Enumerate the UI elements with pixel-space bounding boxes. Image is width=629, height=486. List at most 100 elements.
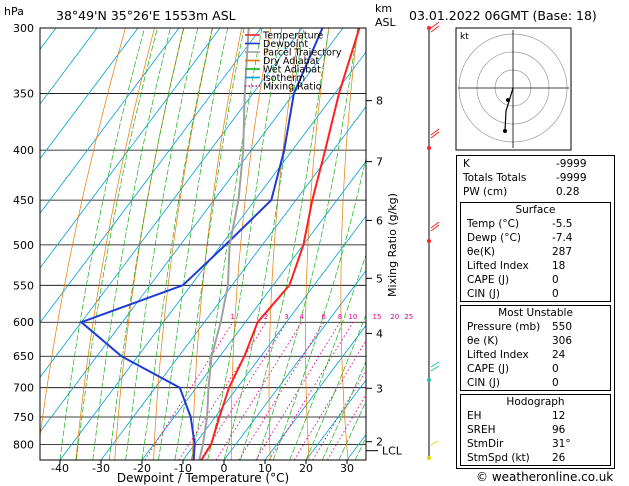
surface-value: 18 [552, 260, 566, 272]
mixing-ratio-label-6: 6 [321, 313, 326, 321]
km-tick-label-8: 8 [376, 95, 383, 108]
surface-label: Lifted Index [467, 260, 529, 272]
surface-value: 0 [552, 288, 559, 300]
wet-adiabat [272, 156, 366, 460]
index-label: K [463, 158, 470, 170]
hodograph-endpoint [503, 129, 507, 133]
surface-row: CAPE (J) 0 [461, 273, 610, 287]
most-unstable-row: Pressure (mb) 550 [461, 320, 610, 334]
hodograph-frame [455, 27, 572, 151]
x-tick-label-10: 10 [258, 462, 272, 475]
wet-adiabat [158, 28, 229, 460]
dry-adiabat [75, 28, 155, 460]
km-tick-label-6: 6 [376, 214, 383, 227]
wind-marker-500 [427, 239, 431, 243]
dry-adiabat [305, 28, 330, 460]
index-label: PW (cm) [463, 186, 508, 198]
isotherm--70 [40, 28, 262, 324]
most-unstable-label: θe (K) [467, 335, 499, 347]
km-tick-label-3: 3 [376, 382, 383, 395]
mixing-ratio-label-10: 10 [348, 313, 357, 321]
wet-adiabat [240, 28, 330, 460]
pressure-tick-700: 700 [13, 382, 34, 395]
dry-adiabat [268, 28, 301, 460]
pressure-tick-800: 800 [13, 438, 34, 451]
isotherm-0 [223, 269, 366, 460]
x-tick-label--20: -20 [133, 462, 151, 475]
hodograph-label: SREH [467, 424, 496, 436]
legend-label-dry-adiabat: Dry Adiabat [263, 56, 320, 67]
copyright-footer: © weatheronline.co.uk [476, 470, 614, 484]
most-unstable-label: Lifted Index [467, 349, 529, 361]
isotherm--110 [40, 28, 98, 105]
mixing-ratio-labels: 1 2 3 4 6 8 10 15 20 25 [231, 313, 414, 321]
hodograph-label: StmSpd (kt) [467, 452, 530, 464]
most-unstable-rows: Pressure (mb) 550 θe (K) 306 Lifted Index 24 C… [461, 320, 610, 390]
mixing-ratio-line-10 [268, 321, 354, 460]
dry-adiabat [40, 28, 126, 440]
wet-adiabat [76, 28, 158, 460]
surface-row: CIN (J) 0 [461, 287, 610, 301]
x-tick-label-0: 0 [221, 462, 228, 475]
wet-adiabat [125, 28, 199, 460]
hodograph-row: StmDir 31° [461, 437, 610, 451]
temperature-profile [200, 28, 361, 460]
wind-barb-370 [430, 128, 440, 139]
wind-profile [427, 21, 440, 460]
dry-adiabat [230, 28, 272, 460]
surface-box: Surface Temp (°C) -5.5 Dewp (°C) -7.4 θe(K) 2… [460, 202, 611, 302]
hodograph-label: EH [467, 410, 482, 422]
x-tick-label-20: 20 [299, 462, 313, 475]
stability-indices-panel: K -9999 Totals Totals -9999 PW (cm) 0.28 Surf… [456, 155, 615, 469]
wet-adiabat [289, 253, 366, 460]
most-unstable-row: CAPE (J) 0 [461, 362, 610, 376]
mixing-ratio-line-1 [144, 321, 234, 460]
dry-adiabat [340, 28, 359, 460]
legend-label-mixing-ratio: Mixing Ratio [263, 82, 322, 93]
hodograph-row: StmSpd (kt) 26 [461, 451, 610, 465]
plot-frame [39, 27, 367, 461]
km-tick-label-4: 4 [376, 327, 383, 340]
mixing-ratio-label-8: 8 [338, 313, 342, 321]
surface-label: Dewp (°C) [467, 232, 521, 244]
background-lines [40, 28, 629, 460]
index-row: Totals Totals -9999 [457, 171, 614, 185]
profile-series [79, 28, 361, 460]
wet-adiabat [59, 28, 145, 460]
dry-adiabat [408, 28, 425, 460]
pressure-tick-350: 350 [13, 87, 34, 100]
isotherm-20 [305, 379, 366, 460]
wind-marker-400 [427, 146, 431, 150]
mixing-ratio-label-1: 1 [231, 313, 235, 321]
legend-label-wet-adiabat: Wet Adiabat [263, 65, 321, 76]
isotherm-10 [264, 324, 366, 460]
most-unstable-row: CIN (J) 0 [461, 376, 610, 390]
wet-adiabat [305, 313, 366, 460]
pressure-tick-450: 450 [13, 194, 34, 207]
location-title: 38°49'N 35°26'E 1553m ASL [56, 8, 236, 23]
x-tick-label--10: -10 [174, 462, 192, 475]
hodograph-box: Hodograph EH 12 SREH 96 StmDir 31° StmSpd (kt)… [460, 394, 611, 466]
pressure-tick-400: 400 [13, 144, 34, 157]
wet-adiabat [141, 28, 213, 460]
surface-value: 287 [552, 246, 573, 258]
wet-adiabat [207, 28, 283, 460]
wet-adiabat [223, 28, 305, 460]
x-axis-label: Dewpoint / Temperature (°C) [117, 471, 289, 485]
pressure-tick-550: 550 [13, 279, 34, 292]
pressure-unit-label: hPa [4, 5, 24, 18]
dry-adiabat [619, 28, 629, 460]
mixing-ratio-label-4: 4 [299, 313, 304, 321]
hodograph-value: 12 [552, 410, 566, 422]
pressure-tick-600: 600 [13, 316, 34, 329]
wet-adiabat [174, 28, 245, 460]
surface-title: Surface [515, 204, 556, 216]
most-unstable-value: 550 [552, 321, 573, 333]
temperature-axis: -40 -30 -20 -10 0 10 20 30 [51, 460, 354, 475]
most-unstable-box: Most Unstable Pressure (mb) 550 θe (K) 306 L… [460, 305, 611, 391]
height-unit-asl: ASL [375, 16, 397, 29]
pressure-tick-650: 650 [13, 350, 34, 363]
hodograph-label: StmDir [467, 438, 504, 450]
